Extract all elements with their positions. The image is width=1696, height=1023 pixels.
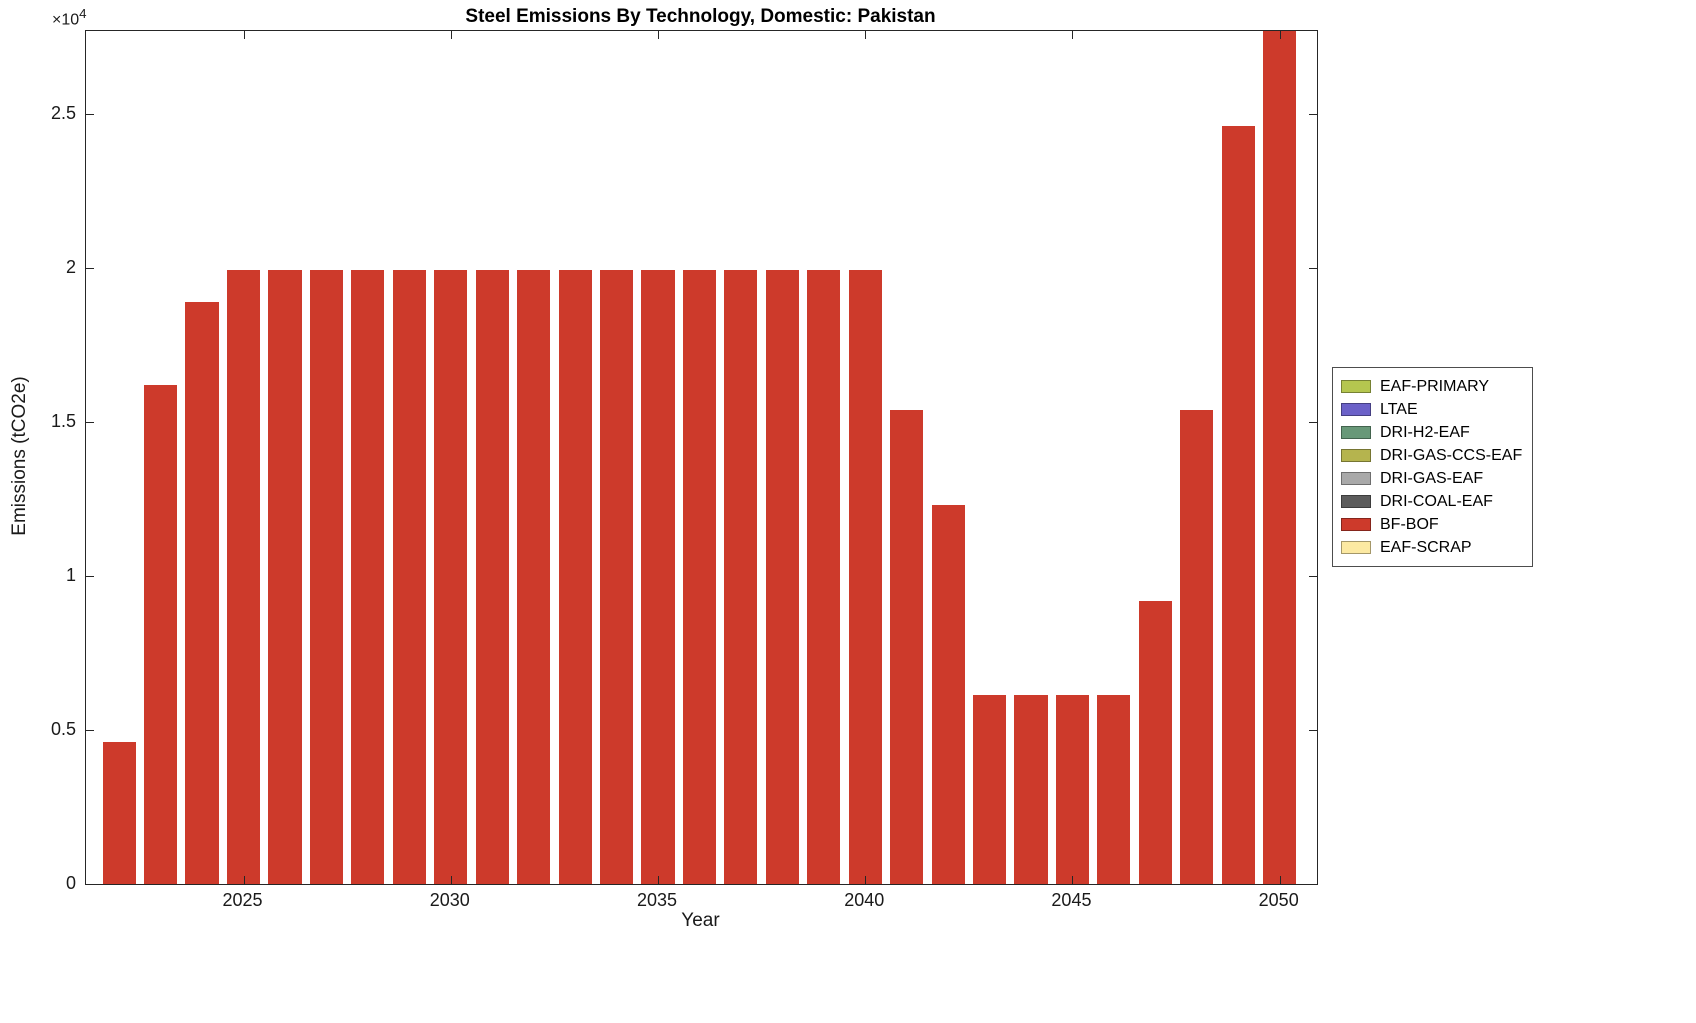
bar-2027 — [309, 269, 343, 884]
legend-swatch-icon — [1341, 472, 1371, 485]
legend-row: BF-BOF — [1341, 513, 1522, 536]
legend-row: DRI-H2-EAF — [1341, 421, 1522, 444]
legend-row: LTAE — [1341, 398, 1522, 421]
y-tick-mark-left — [86, 884, 94, 885]
x-tick-label: 2030 — [429, 890, 470, 910]
x-tick-mark-top — [450, 31, 452, 39]
bar-2041 — [890, 409, 924, 884]
y-tick-mark-right — [1309, 730, 1317, 732]
x-axis-label: Year — [681, 910, 720, 931]
x-tick-mark-bottom — [243, 876, 245, 884]
x-tick-label: 2035 — [636, 890, 677, 910]
legend-label: EAF-PRIMARY — [1380, 377, 1490, 395]
x-tick-label: 2050 — [1258, 890, 1299, 910]
legend-swatch-icon — [1341, 403, 1371, 416]
x-tick-mark-bottom — [1279, 876, 1281, 884]
bar-2030 — [434, 269, 468, 884]
bar-2039 — [807, 269, 841, 884]
x-tick-mark-top — [865, 31, 867, 39]
bar-2025 — [226, 269, 261, 884]
x-tick-label: 2045 — [1051, 890, 1092, 910]
legend-swatch-icon — [1341, 449, 1371, 462]
bar-2032 — [517, 269, 551, 884]
bar-2045 — [1055, 694, 1090, 884]
bar-2040 — [848, 269, 882, 884]
bar-2043 — [972, 694, 1007, 884]
chart-title: Steel Emissions By Technology, Domestic:… — [465, 6, 936, 27]
legend-row: DRI-GAS-CCS-EAF — [1341, 444, 1522, 467]
legend-label: EAF-SCRAP — [1380, 538, 1472, 556]
plot-area — [85, 30, 1318, 885]
bar-2049 — [1221, 126, 1255, 884]
bar-2044 — [1014, 694, 1048, 884]
bar-2038 — [765, 269, 799, 884]
x-tick-mark-top — [243, 31, 245, 39]
bar-2023 — [144, 385, 178, 884]
y-tick-mark-left — [86, 730, 94, 732]
y-axis-label: Emissions (tCO2e) — [9, 376, 30, 536]
legend: EAF-PRIMARY LTAE DRI-H2-EAF DRI-GAS-CCS-EAF… — [1332, 367, 1534, 567]
bar-2046 — [1097, 694, 1131, 884]
legend-label: DRI-GAS-EAF — [1380, 469, 1484, 487]
x-tick-mark-bottom — [1072, 876, 1074, 884]
x-tick-label: 2025 — [222, 890, 263, 910]
legend-row: EAF-SCRAP — [1341, 536, 1522, 559]
bar-2033 — [558, 269, 592, 884]
x-tick-mark-bottom — [657, 876, 659, 884]
x-tick-mark-top — [1279, 31, 1281, 39]
bar-2047 — [1138, 600, 1172, 884]
bar-2031 — [475, 269, 509, 884]
bar-2050 — [1263, 31, 1297, 884]
bar-2028 — [351, 269, 385, 884]
y-tick-label: 2 — [65, 257, 76, 278]
legend-label: DRI-GAS-CCS-EAF — [1380, 446, 1523, 464]
y-tick-mark-left — [86, 268, 94, 270]
y-axis-multiplier: ×104 — [52, 6, 87, 29]
y-tick-mark-right — [1309, 268, 1317, 270]
bar-2024 — [185, 302, 219, 884]
y-tick-mark-right — [1309, 576, 1317, 578]
legend-label: LTAE — [1380, 400, 1418, 418]
y-tick-label: 1 — [65, 565, 76, 586]
x-tick-label: 2040 — [844, 890, 885, 910]
legend-label: BF-BOF — [1380, 515, 1439, 533]
legend-row: EAF-PRIMARY — [1341, 375, 1522, 398]
legend-swatch-icon — [1341, 495, 1371, 508]
legend-swatch-icon — [1341, 380, 1371, 393]
x-tick-mark-bottom — [865, 876, 867, 884]
y-tick-label: 2.5 — [50, 103, 76, 124]
bar-2034 — [599, 269, 634, 884]
legend-label: DRI-H2-EAF — [1380, 423, 1470, 441]
legend-swatch-icon — [1341, 518, 1371, 531]
y-tick-label: 0.5 — [50, 719, 76, 740]
y-tick-label: 0 — [65, 873, 76, 893]
bar-2042 — [931, 505, 965, 884]
y-tick-mark-left — [86, 114, 94, 116]
y-tick-mark-left — [86, 576, 94, 578]
y-tick-label: 1.5 — [50, 411, 76, 432]
legend-swatch-icon — [1341, 426, 1371, 439]
legend-label: DRI-COAL-EAF — [1380, 492, 1493, 510]
x-tick-mark-bottom — [450, 876, 452, 884]
y-tick-mark-right — [1309, 422, 1317, 424]
x-tick-mark-top — [1072, 31, 1074, 39]
x-tick-mark-top — [657, 31, 659, 39]
bar-2037 — [724, 269, 758, 884]
y-tick-mark-left — [86, 422, 94, 424]
bar-2022 — [102, 742, 136, 884]
legend-row: DRI-GAS-EAF — [1341, 467, 1522, 490]
legend-row: DRI-COAL-EAF — [1341, 490, 1522, 513]
y-tick-mark-right — [1309, 884, 1317, 885]
y-axis-multiplier-base: ×10 — [52, 11, 80, 29]
bar-2036 — [682, 269, 716, 884]
legend-swatch-icon — [1341, 541, 1371, 554]
y-tick-mark-right — [1309, 114, 1317, 116]
y-axis-multiplier-exp: 4 — [79, 6, 87, 21]
bar-2048 — [1180, 409, 1214, 884]
bar-2035 — [641, 269, 675, 884]
bar-2026 — [268, 269, 302, 884]
bar-2029 — [392, 269, 426, 884]
